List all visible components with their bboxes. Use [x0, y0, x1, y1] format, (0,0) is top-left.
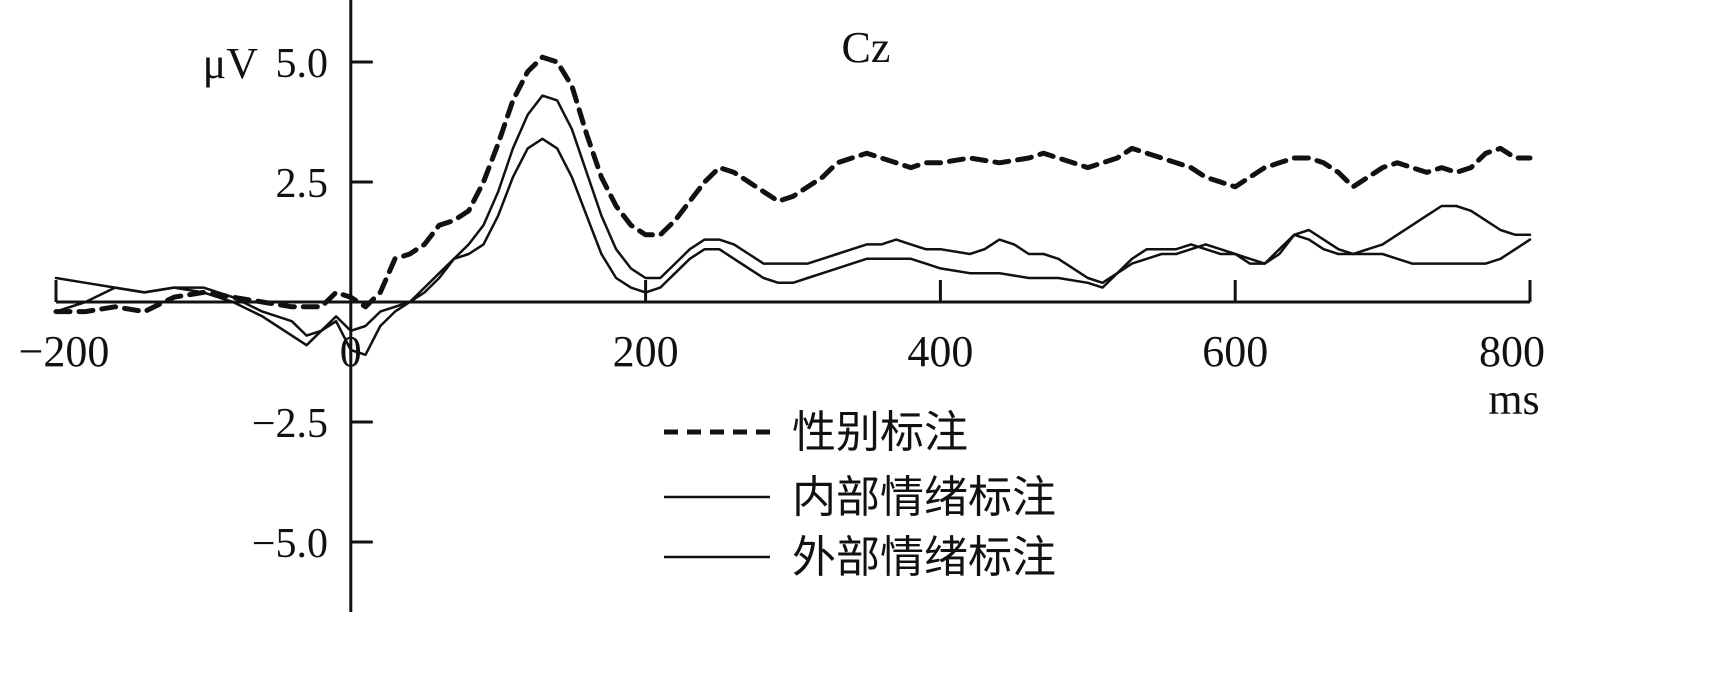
x-tick-label: 800 — [1479, 327, 1545, 376]
y-tick-label: −5.0 — [252, 521, 328, 567]
legend-label-2: 内部情绪标注 — [792, 472, 1056, 523]
chart-title: Cz — [842, 23, 891, 72]
series-line-3 — [54, 137, 1532, 347]
x-tick-label: 200 — [613, 327, 679, 376]
x-tick-label: 600 — [1202, 327, 1268, 376]
y-axis-unit: μV — [203, 39, 259, 88]
legend-label-1: 性别标注 — [792, 407, 968, 458]
legend-label-3: 外部情绪标注 — [792, 532, 1056, 583]
x-tick-label: 400 — [907, 327, 973, 376]
series-line-1 — [53, 54, 1533, 315]
y-tick-label: −2.5 — [252, 401, 328, 447]
y-tick-label: 5.0 — [276, 41, 329, 87]
x-axis-unit: ms — [1488, 375, 1539, 424]
series-line-2 — [54, 94, 1532, 357]
y-tick-label: 2.5 — [276, 161, 329, 207]
series-group — [53, 54, 1533, 357]
x-tick-label: −200 — [19, 327, 110, 376]
